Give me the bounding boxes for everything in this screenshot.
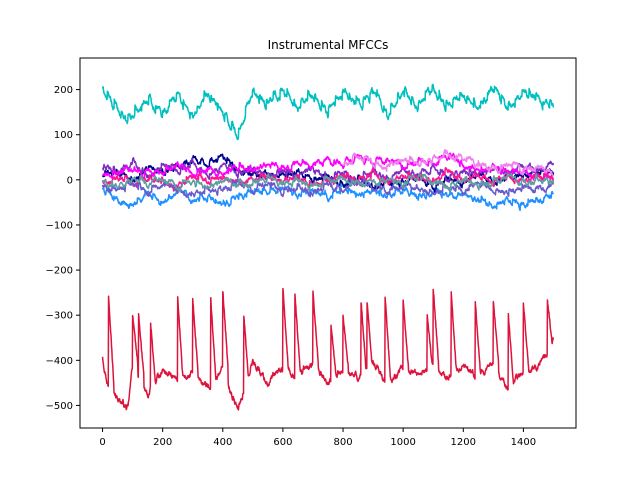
- y-tick-label: −500: [46, 401, 73, 412]
- x-tick-label: 0: [99, 437, 105, 448]
- x-axis: 0 200 400 600 800 1000 1200 1400: [99, 428, 536, 448]
- y-tick-label: −100: [46, 220, 73, 231]
- series-line-2: [101, 83, 555, 141]
- x-tick-label: 1000: [390, 437, 415, 448]
- series-line-6: [102, 152, 555, 181]
- x-tick-label: 400: [213, 437, 232, 448]
- x-tick-label: 1400: [511, 437, 536, 448]
- y-tick-label: 0: [67, 175, 73, 186]
- y-tick-label: 200: [54, 85, 73, 96]
- plot-frame: [79, 57, 577, 429]
- y-axis: 200 100 0 −100 −200 −300 −400 −500: [46, 85, 80, 412]
- x-tick-label: 200: [153, 437, 172, 448]
- x-tick-label: 600: [273, 437, 292, 448]
- y-tick-label: −200: [46, 266, 73, 277]
- x-tick-label: 800: [333, 437, 352, 448]
- series-line-9: [101, 178, 555, 198]
- y-tick-label: −400: [46, 356, 73, 367]
- y-tick-label: 100: [54, 130, 73, 141]
- series-line-10: [101, 172, 555, 193]
- series-line-7: [342, 148, 555, 177]
- series-layer: [101, 83, 555, 411]
- series-line-1: [101, 287, 555, 411]
- chart-title: Instrumental MFCCs: [268, 38, 389, 52]
- y-tick-label: −300: [46, 311, 73, 322]
- x-tick-label: 1200: [451, 437, 476, 448]
